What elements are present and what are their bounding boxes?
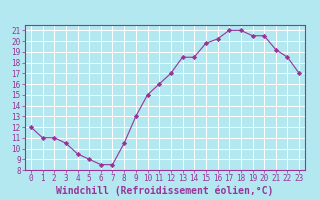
X-axis label: Windchill (Refroidissement éolien,°C): Windchill (Refroidissement éolien,°C) [56,186,274,196]
